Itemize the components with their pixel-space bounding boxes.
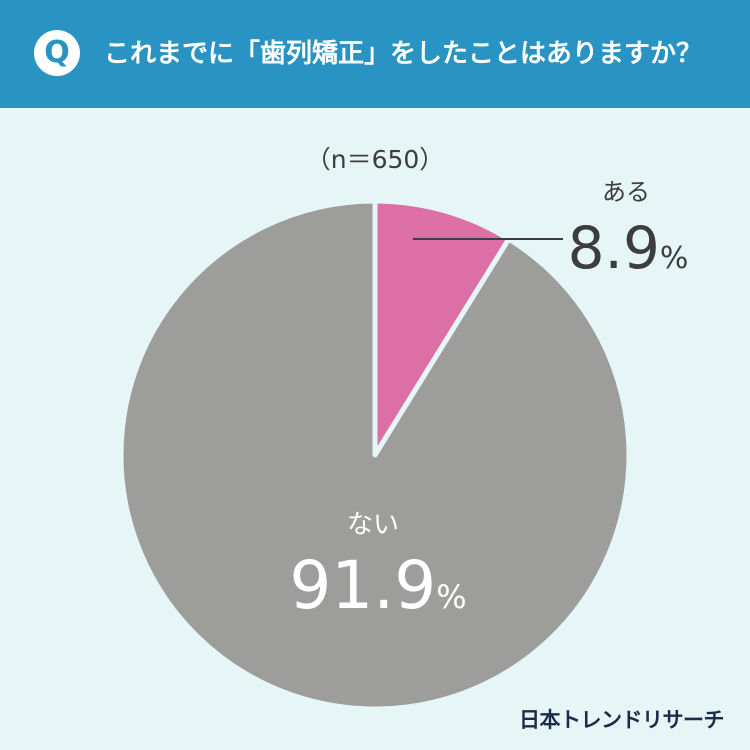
- no-slice-value: 91.9%: [289, 547, 466, 624]
- q-badge-icon: Q: [34, 30, 80, 76]
- yes-value-number: 8.9: [568, 214, 660, 282]
- question-title: これまでに「歯列矯正」をしたことはありますか？: [104, 39, 703, 69]
- yes-value-unit: %: [660, 241, 689, 276]
- no-slice-label: ない: [347, 510, 399, 540]
- no-value-unit: %: [436, 578, 466, 616]
- yes-slice-label: ある: [602, 178, 650, 206]
- question-header: Q これまでに「歯列矯正」をしたことはありますか？: [0, 0, 750, 108]
- no-value-number: 91.9: [289, 547, 436, 624]
- sample-size: （n＝650）: [305, 145, 445, 174]
- pie-slice-no: [118, 198, 632, 712]
- yes-slice-value: 8.9%: [568, 214, 689, 282]
- brand-logo: 日本トレンドリサーチ: [519, 708, 725, 732]
- pie-slice-yes: [372, 198, 512, 458]
